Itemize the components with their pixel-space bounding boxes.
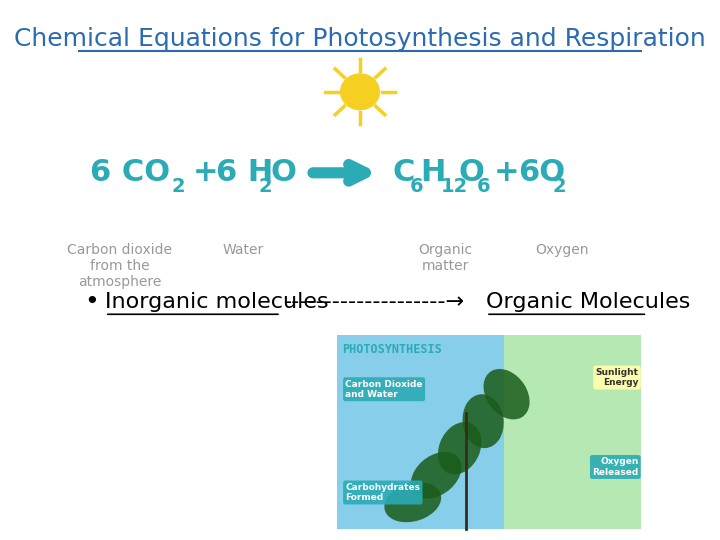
Text: Inorganic molecules: Inorganic molecules [105,292,328,313]
Text: 6: 6 [477,177,491,196]
Text: Oxygen: Oxygen [536,243,589,257]
Text: 2: 2 [258,177,272,196]
Ellipse shape [438,422,482,474]
Text: Organic
matter: Organic matter [418,243,472,273]
Text: Water: Water [222,243,264,257]
Ellipse shape [411,452,462,498]
Circle shape [341,74,379,110]
Ellipse shape [462,394,504,448]
Text: O: O [271,158,297,187]
Text: 6: 6 [410,177,423,196]
Text: Carbon Dioxide
and Water: Carbon Dioxide and Water [346,380,423,399]
Text: H: H [420,158,446,187]
Ellipse shape [484,369,530,420]
Text: Chemical Equations for Photosynthesis and Respiration: Chemical Equations for Photosynthesis an… [14,27,706,51]
Text: +: + [494,158,519,187]
Text: 2: 2 [552,177,566,196]
Text: +: + [193,158,219,187]
Ellipse shape [384,482,441,522]
Text: --------------------→: --------------------→ [284,292,465,313]
Text: O: O [459,158,485,187]
Text: Carbon dioxide
from the
atmosphere: Carbon dioxide from the atmosphere [67,243,172,289]
Text: 2: 2 [171,177,185,196]
Text: C: C [392,158,415,187]
Text: 6O: 6O [518,158,565,187]
Text: 6 H: 6 H [217,158,274,187]
Text: Sunlight
Energy: Sunlight Energy [595,368,639,387]
Text: 6 CO: 6 CO [90,158,171,187]
Text: 12: 12 [441,177,468,196]
FancyBboxPatch shape [336,335,642,529]
FancyBboxPatch shape [504,335,642,529]
Text: Carbohydrates
Formed: Carbohydrates Formed [346,483,420,502]
Text: PHOTOSYNTHESIS: PHOTOSYNTHESIS [343,343,442,356]
Text: •: • [84,291,99,314]
Text: Oxygen
Released: Oxygen Released [593,457,639,477]
Text: Organic Molecules: Organic Molecules [486,292,690,313]
